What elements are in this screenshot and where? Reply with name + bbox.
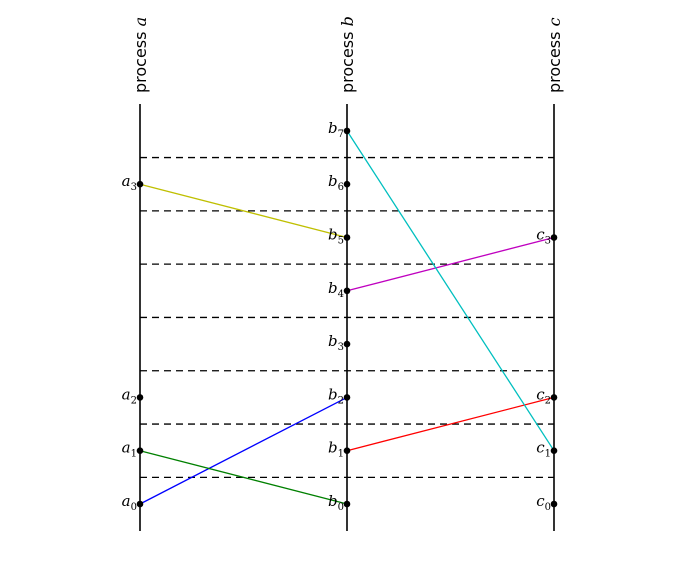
- event-point-b7: [343, 127, 351, 135]
- message-b1-c2: [346, 396, 555, 452]
- event-point-a3: [136, 180, 144, 188]
- process-title-c: process c: [545, 17, 564, 93]
- event-point-c1: [550, 447, 558, 455]
- event-label-variable: c: [536, 492, 545, 510]
- process-title-variable: c: [545, 17, 564, 26]
- event-label-variable: c: [536, 226, 545, 244]
- process-title-b: process b: [338, 16, 357, 93]
- event-label-c3: c3: [536, 226, 551, 247]
- event-label-variable: a: [122, 385, 131, 403]
- event-label-c0: c0: [536, 492, 551, 513]
- event-label-subscript: 6: [338, 182, 344, 193]
- message-a1-b0: [139, 450, 348, 505]
- event-label-a2: a2: [122, 385, 137, 406]
- process-title-text: process: [545, 26, 564, 93]
- event-label-b7: b7: [328, 119, 344, 140]
- process-title-text: process: [131, 26, 150, 93]
- event-label-variable: b: [328, 439, 338, 457]
- event-label-variable: a: [122, 172, 131, 190]
- event-points: [136, 127, 558, 508]
- event-point-c0: [550, 500, 558, 508]
- event-label-subscript: 0: [338, 502, 344, 513]
- event-label-subscript: 1: [545, 449, 551, 460]
- event-label-b1: b1: [328, 439, 344, 460]
- event-label-subscript: 3: [545, 236, 551, 247]
- process-title-text: process: [338, 26, 357, 93]
- event-label-a1: a1: [122, 439, 137, 460]
- event-point-b1: [343, 447, 351, 455]
- event-point-b6: [343, 180, 351, 188]
- event-label-subscript: 5: [338, 236, 344, 247]
- event-point-b2: [343, 394, 351, 401]
- message-lines: [139, 130, 555, 505]
- event-label-a0: a0: [122, 492, 137, 513]
- event-label-c1: c1: [536, 439, 551, 460]
- message-a0-b2: [139, 396, 348, 505]
- process-title-variable: a: [131, 17, 150, 27]
- separator-lines: [140, 156, 554, 479]
- message-b7-c1: [346, 130, 555, 452]
- event-label-b0: b0: [328, 492, 344, 513]
- event-label-variable: a: [122, 439, 131, 457]
- event-label-c2: c2: [536, 385, 551, 406]
- event-label-variable: b: [328, 385, 338, 403]
- event-point-b4: [343, 287, 351, 295]
- event-point-b5: [343, 234, 351, 241]
- event-label-subscript: 1: [131, 449, 137, 460]
- event-label-subscript: 1: [338, 449, 344, 460]
- event-label-subscript: 3: [131, 182, 137, 193]
- event-label-variable: b: [328, 226, 338, 244]
- event-point-b3: [343, 340, 351, 348]
- event-label-subscript: 2: [131, 395, 137, 406]
- event-point-a0: [136, 500, 144, 508]
- event-label-variable: b: [328, 332, 338, 350]
- event-label-variable: b: [328, 279, 338, 297]
- process-title-a: process a: [131, 17, 150, 93]
- event-label-subscript: 3: [338, 342, 344, 353]
- event-label-subscript: 2: [545, 395, 551, 406]
- event-label-b2: b2: [328, 385, 344, 406]
- event-label-a3: a3: [122, 172, 137, 193]
- event-label-b5: b5: [328, 226, 344, 247]
- event-point-a2: [136, 394, 144, 401]
- event-label-subscript: 0: [131, 502, 137, 513]
- event-label-variable: a: [122, 492, 131, 510]
- event-label-b4: b4: [328, 279, 344, 300]
- message-b4-c3: [346, 236, 555, 292]
- event-point-b0: [343, 500, 351, 508]
- event-label-b3: b3: [328, 332, 344, 353]
- event-label-subscript: 7: [338, 129, 344, 140]
- event-label-subscript: 0: [545, 502, 551, 513]
- event-point-c2: [550, 394, 558, 401]
- event-label-variable: c: [536, 385, 545, 403]
- event-label-variable: b: [328, 172, 338, 190]
- event-label-subscript: 2: [338, 395, 344, 406]
- event-label-b6: b6: [328, 172, 344, 193]
- event-label-subscript: 4: [338, 289, 344, 300]
- process-title-variable: b: [338, 16, 357, 26]
- message-a3-b5: [139, 183, 348, 239]
- event-point-c3: [550, 234, 558, 241]
- event-label-variable: b: [328, 119, 338, 137]
- event-label-variable: c: [536, 439, 545, 457]
- event-point-a1: [136, 447, 144, 455]
- event-label-variable: b: [328, 492, 338, 510]
